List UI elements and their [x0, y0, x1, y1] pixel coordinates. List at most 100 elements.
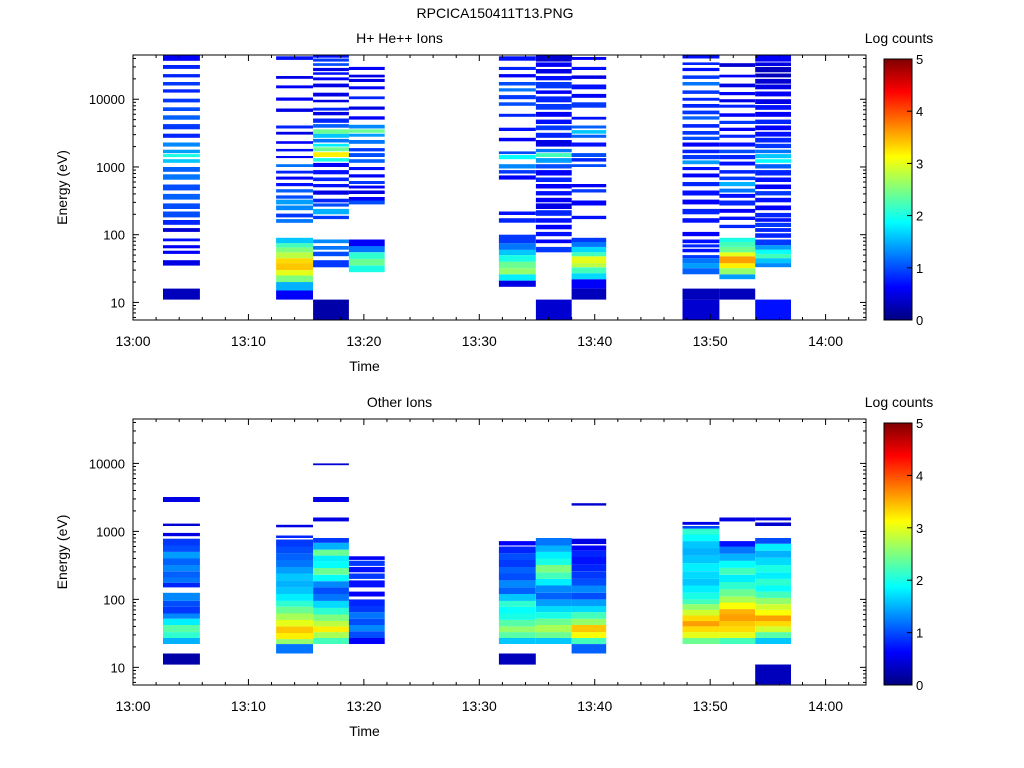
spectrogram-cell — [276, 546, 313, 554]
spectrogram-cell — [535, 599, 572, 606]
x-tick-label: 13:40 — [577, 333, 612, 349]
spectrogram-cell — [276, 258, 313, 264]
spectrogram-cell — [719, 602, 756, 610]
x-tick-label: 13:40 — [577, 698, 612, 714]
spectrogram-cell — [719, 589, 756, 597]
spectrogram-cell — [535, 62, 572, 67]
spectrogram-cell — [682, 526, 720, 529]
spectrogram-cell — [313, 184, 349, 188]
spectrogram-cell — [313, 607, 349, 615]
spectrogram-cell — [348, 106, 385, 110]
colorbar — [884, 423, 912, 685]
spectrogram-cell — [719, 546, 756, 554]
spectrogram-cell — [163, 551, 200, 559]
spectrogram-cell — [719, 256, 756, 264]
spectrogram-cell — [755, 578, 791, 586]
spectrogram-cell — [276, 85, 313, 89]
spectrogram-cell — [313, 67, 349, 72]
spectrogram-cell — [348, 573, 385, 579]
spectrogram-cell — [682, 90, 720, 94]
spectrogram-cell — [682, 218, 720, 223]
spectrogram-cell — [535, 299, 572, 320]
spectrogram-cell — [719, 242, 756, 247]
spectrogram-cell — [163, 613, 200, 619]
spectrogram-cell — [719, 268, 756, 275]
spectrogram-cell — [498, 88, 536, 92]
spectrogram-cell — [682, 555, 720, 564]
spectrogram-cell — [313, 517, 349, 522]
spectrogram-cell — [163, 89, 200, 93]
spectrogram-cell — [348, 133, 385, 137]
spectrogram-cell — [571, 538, 607, 545]
spectrogram-cell — [755, 78, 791, 84]
spectrogram-cell — [163, 565, 200, 572]
spectrogram-cell — [571, 246, 607, 253]
spectrogram-cell — [719, 200, 756, 206]
spectrogram-cell — [571, 606, 607, 613]
spectrogram-cell — [719, 252, 756, 257]
spectrogram-cell — [535, 632, 572, 638]
spectrogram-cell — [535, 125, 572, 131]
x-tick-label: 14:00 — [808, 698, 843, 714]
spectrogram-cell — [348, 599, 385, 606]
spectrogram-cell — [348, 556, 385, 560]
spectrogram-cell — [755, 119, 791, 124]
y-tick-label: 100 — [103, 592, 125, 607]
spectrogram-cell — [498, 541, 536, 546]
spectrogram-cell — [682, 638, 720, 644]
spectrogram-cell — [571, 545, 607, 551]
spectrogram-cell — [348, 591, 385, 597]
spectrogram-cell — [276, 290, 313, 300]
spectrogram-cell — [313, 133, 349, 138]
spectrogram-cell — [348, 185, 385, 189]
spectrogram-cell — [571, 618, 607, 625]
spectrogram-cell — [163, 571, 200, 578]
spectrogram-cell — [163, 82, 200, 86]
spectrogram-cell — [313, 162, 349, 167]
spectrogram-cell — [348, 612, 385, 619]
spectrogram-cell — [719, 621, 756, 627]
spectrogram-cell — [313, 107, 349, 111]
spectrogram-cell — [276, 566, 313, 574]
spectrogram-cell — [755, 159, 791, 163]
spectrogram-cell — [498, 546, 536, 554]
spectrogram-cell — [348, 86, 385, 90]
spectrogram-cell — [276, 247, 313, 253]
spectrogram-cell — [313, 83, 349, 88]
spectrogram-cell — [535, 82, 572, 89]
spectrogram-cell — [498, 113, 536, 117]
spectrogram-cell — [719, 134, 756, 138]
spectrogram-cell — [535, 132, 572, 138]
spectrogram-cell — [348, 618, 385, 625]
spectrogram-cell — [682, 263, 720, 269]
spectrogram-cell — [498, 613, 536, 620]
spectrogram-cell — [755, 253, 791, 259]
spectrogram-cell — [313, 614, 349, 621]
spectrogram-cell — [571, 215, 607, 220]
spectrogram-cell — [276, 539, 313, 547]
spectrogram-cell — [755, 105, 791, 110]
spectrogram-cell — [682, 288, 720, 300]
spectrogram-cell — [682, 592, 720, 600]
spectrogram-cell — [313, 594, 349, 601]
spectrogram-cell — [348, 124, 385, 129]
spectrogram-cell — [571, 273, 607, 280]
spectrogram-cell — [163, 193, 200, 200]
spectrogram-cell — [535, 164, 572, 169]
spectrogram-cell — [755, 597, 791, 605]
spectrogram-cell — [348, 252, 385, 259]
colorbar-frame — [883, 58, 913, 321]
spectrogram-cell — [348, 560, 385, 566]
spectrogram-cell — [313, 58, 349, 62]
spectrogram-cell — [313, 299, 349, 320]
spectrogram-cell — [755, 557, 791, 565]
spectrogram-cell — [276, 219, 313, 223]
spectrogram-cell — [313, 549, 349, 556]
spectrogram-cell — [163, 653, 200, 665]
spectrogram-cell — [682, 521, 720, 525]
spectrogram-cell — [719, 127, 756, 131]
spectrogram-cell — [719, 582, 756, 590]
y-axis-label: Energy (eV) — [54, 515, 70, 590]
spectrogram-cell — [163, 74, 200, 78]
